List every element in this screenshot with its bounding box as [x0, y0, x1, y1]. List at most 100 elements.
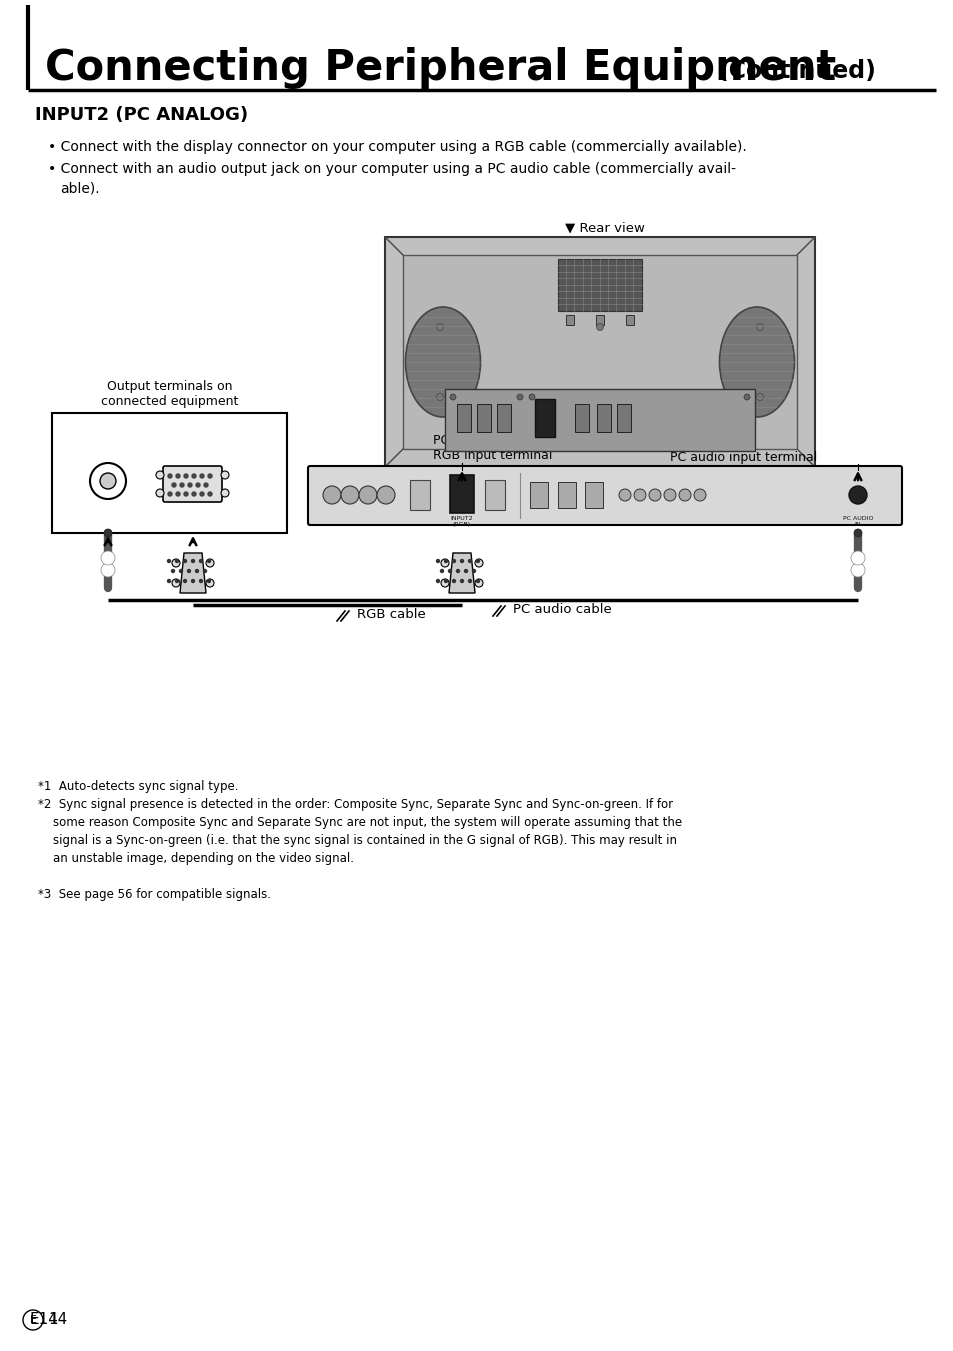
Circle shape — [192, 474, 195, 478]
Text: PC audio input terminal: PC audio input terminal — [669, 451, 817, 463]
Text: • Connect with the display connector on your computer using a RGB cable (commerc: • Connect with the display connector on … — [48, 141, 746, 154]
Circle shape — [648, 489, 660, 501]
Bar — [444, 389, 754, 451]
Circle shape — [90, 463, 126, 499]
Text: able).: able). — [60, 182, 99, 196]
Circle shape — [156, 471, 164, 480]
Text: E: E — [30, 1315, 36, 1325]
Circle shape — [188, 570, 191, 573]
Circle shape — [663, 489, 676, 501]
Polygon shape — [449, 553, 475, 593]
Circle shape — [184, 474, 188, 478]
Bar — [565, 315, 574, 326]
Circle shape — [156, 489, 164, 497]
Circle shape — [440, 570, 443, 573]
Bar — [476, 404, 491, 432]
Circle shape — [192, 559, 194, 562]
Circle shape — [172, 484, 175, 486]
Text: PC analog
RGB input terminal: PC analog RGB input terminal — [433, 434, 552, 462]
Text: • Connect with an audio output jack on your computer using a PC audio cable (com: • Connect with an audio output jack on y… — [48, 162, 735, 176]
Text: Connecting Peripheral Equipment: Connecting Peripheral Equipment — [45, 47, 836, 89]
Circle shape — [444, 580, 447, 582]
Circle shape — [221, 471, 229, 480]
Circle shape — [183, 580, 186, 582]
Bar — [52, 413, 287, 534]
Circle shape — [208, 580, 211, 582]
Circle shape — [195, 570, 198, 573]
Circle shape — [756, 323, 762, 331]
Text: Display
connector: Display connector — [161, 426, 224, 453]
Circle shape — [172, 559, 180, 567]
Circle shape — [618, 489, 630, 501]
Text: an unstable image, depending on the video signal.: an unstable image, depending on the vide… — [38, 852, 354, 865]
Text: RGB cable: RGB cable — [356, 608, 425, 621]
Circle shape — [436, 393, 443, 400]
Circle shape — [634, 489, 645, 501]
Bar — [402, 255, 796, 449]
Circle shape — [168, 559, 171, 562]
Circle shape — [517, 394, 522, 400]
Circle shape — [464, 570, 467, 573]
Ellipse shape — [719, 307, 794, 417]
Circle shape — [440, 580, 449, 586]
Circle shape — [460, 580, 463, 582]
Text: some reason Composite Sync and Separate Sync are not input, the system will oper: some reason Composite Sync and Separate … — [38, 816, 681, 830]
Circle shape — [183, 559, 186, 562]
Circle shape — [468, 580, 471, 582]
Text: 14: 14 — [48, 1313, 67, 1328]
Bar — [625, 315, 634, 326]
Text: (Continued): (Continued) — [718, 59, 875, 82]
Circle shape — [206, 559, 213, 567]
Bar — [558, 482, 576, 508]
Circle shape — [199, 559, 202, 562]
Bar — [530, 482, 547, 508]
Text: INPUT2
(RGB): INPUT2 (RGB) — [450, 516, 473, 527]
Circle shape — [23, 1310, 43, 1329]
Polygon shape — [180, 553, 206, 593]
Circle shape — [204, 484, 208, 486]
Bar — [456, 404, 471, 432]
Circle shape — [184, 492, 188, 496]
Bar — [410, 480, 430, 509]
Circle shape — [472, 570, 475, 573]
Circle shape — [376, 486, 395, 504]
Circle shape — [172, 570, 174, 573]
Circle shape — [448, 570, 451, 573]
Circle shape — [456, 570, 459, 573]
Circle shape — [850, 563, 864, 577]
Circle shape — [188, 484, 192, 486]
Bar — [484, 480, 504, 509]
FancyBboxPatch shape — [163, 466, 222, 503]
Bar — [596, 315, 603, 326]
Circle shape — [450, 394, 456, 400]
Circle shape — [468, 559, 471, 562]
Circle shape — [358, 486, 376, 504]
Circle shape — [440, 559, 449, 567]
Text: INPUT2 (PC ANALOG): INPUT2 (PC ANALOG) — [35, 105, 248, 124]
Circle shape — [101, 563, 115, 577]
Circle shape — [743, 394, 749, 400]
Bar — [584, 482, 602, 508]
Circle shape — [460, 559, 463, 562]
Bar — [597, 404, 610, 432]
Bar — [497, 404, 511, 432]
Circle shape — [340, 486, 358, 504]
Text: Output terminals on
connected equipment: Output terminals on connected equipment — [101, 380, 238, 408]
Ellipse shape — [405, 307, 480, 417]
Circle shape — [693, 489, 705, 501]
Circle shape — [452, 580, 455, 582]
Circle shape — [168, 474, 172, 478]
Bar — [575, 404, 588, 432]
Circle shape — [221, 489, 229, 497]
Bar — [385, 236, 814, 467]
Circle shape — [175, 580, 178, 582]
Circle shape — [180, 484, 184, 486]
Circle shape — [679, 489, 690, 501]
Circle shape — [100, 473, 116, 489]
Circle shape — [596, 393, 603, 400]
Circle shape — [200, 474, 204, 478]
Circle shape — [853, 530, 862, 536]
Bar — [558, 259, 641, 311]
Circle shape — [200, 492, 204, 496]
Circle shape — [596, 323, 603, 331]
